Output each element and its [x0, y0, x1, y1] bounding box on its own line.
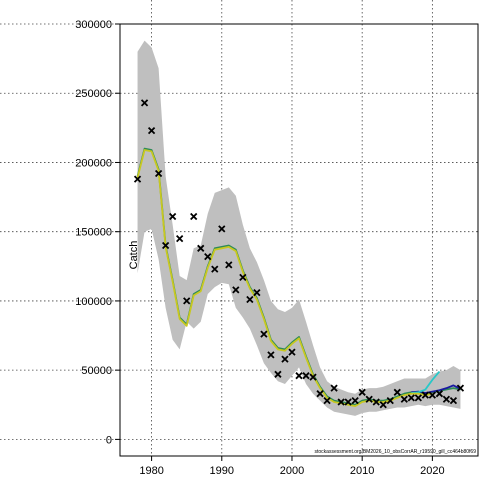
y-tick-label-0: 0: [106, 434, 112, 446]
observation-point-1992: [232, 286, 240, 294]
series-line-3: [136, 149, 433, 408]
observation-point-2016: [400, 395, 408, 403]
observation-point-2008: [344, 398, 352, 406]
observation-point-1997: [267, 351, 275, 359]
y-tick-label-4: 200000: [75, 157, 112, 169]
credit-text: stockassessment.org/BM2026_10_obsCorrAR_…: [315, 449, 477, 455]
observation-point-1990: [218, 225, 226, 233]
observation-point-2021: [435, 390, 444, 398]
observation-point-2004: [316, 390, 324, 398]
observation-point-2011: [365, 395, 373, 403]
y-axis: 0 50000 100000 150000 200000 250000 300000: [75, 19, 120, 446]
observation-point-1993: [239, 273, 247, 282]
observation-point-2003: [309, 373, 317, 381]
x-tick-label-0: 1980: [139, 465, 163, 477]
x-tick-label-4: 2020: [420, 465, 444, 477]
observation-point-2009: [351, 396, 359, 405]
observation-point-1985: [183, 297, 191, 305]
observation-point-2023: [449, 396, 458, 405]
observation-point-2019: [421, 391, 429, 399]
y-tick-label-5: 250000: [75, 88, 112, 100]
observation-point-1989: [211, 265, 219, 273]
observation-point-1999: [281, 355, 289, 363]
y-tick-label-3: 150000: [75, 227, 112, 239]
observation-point-1998: [274, 370, 282, 378]
observation-point-1983: [169, 212, 177, 221]
observation-point-2006: [330, 384, 338, 392]
observation-point-1980: [147, 126, 156, 135]
observation-point-2014: [386, 396, 394, 405]
x-tick-label-1: 1990: [210, 465, 234, 477]
series-lines: [136, 147, 461, 408]
observation-point-1988: [204, 252, 212, 261]
observation-points: [133, 99, 465, 409]
y-tick-label-6: 300000: [75, 19, 112, 31]
y-tick-label-2: 100000: [75, 296, 112, 308]
observation-point-1984: [176, 234, 184, 243]
observation-point-2018: [414, 394, 422, 402]
observation-point-2022: [442, 395, 451, 403]
observation-point-2013: [379, 401, 387, 409]
observation-point-2002: [302, 372, 310, 380]
x-tick-label-2: 2000: [280, 465, 304, 477]
observation-point-1987: [197, 244, 205, 252]
observation-point-2020: [428, 391, 437, 399]
observation-point-2005: [323, 396, 331, 405]
observation-point-1994: [246, 295, 254, 304]
observation-point-2017: [407, 394, 415, 402]
observation-point-1995: [253, 288, 261, 297]
observation-point-1982: [161, 241, 170, 250]
observation-point-1979: [140, 99, 149, 107]
observation-point-2024: [456, 384, 465, 392]
observation-point-2000: [288, 348, 296, 356]
observation-point-1996: [260, 330, 268, 338]
x-axis: 1980 1990 2000 2010 2020: [139, 456, 445, 477]
observation-point-1978: [133, 175, 142, 183]
observation-point-2015: [393, 388, 401, 396]
x-tick-label-3: 2010: [350, 465, 374, 477]
observation-point-2010: [358, 388, 366, 396]
y-axis-label: Catch: [128, 241, 140, 270]
observation-point-1991: [225, 261, 233, 269]
observation-point-2001: [295, 372, 303, 380]
observation-point-1981: [154, 169, 163, 178]
observation-point-2012: [372, 398, 380, 406]
y-tick-label-1: 50000: [81, 365, 112, 377]
plot-frame: [119, 23, 479, 457]
observation-point-2007: [337, 398, 345, 406]
observation-point-1986: [190, 212, 198, 221]
series-line-2: [411, 370, 441, 394]
